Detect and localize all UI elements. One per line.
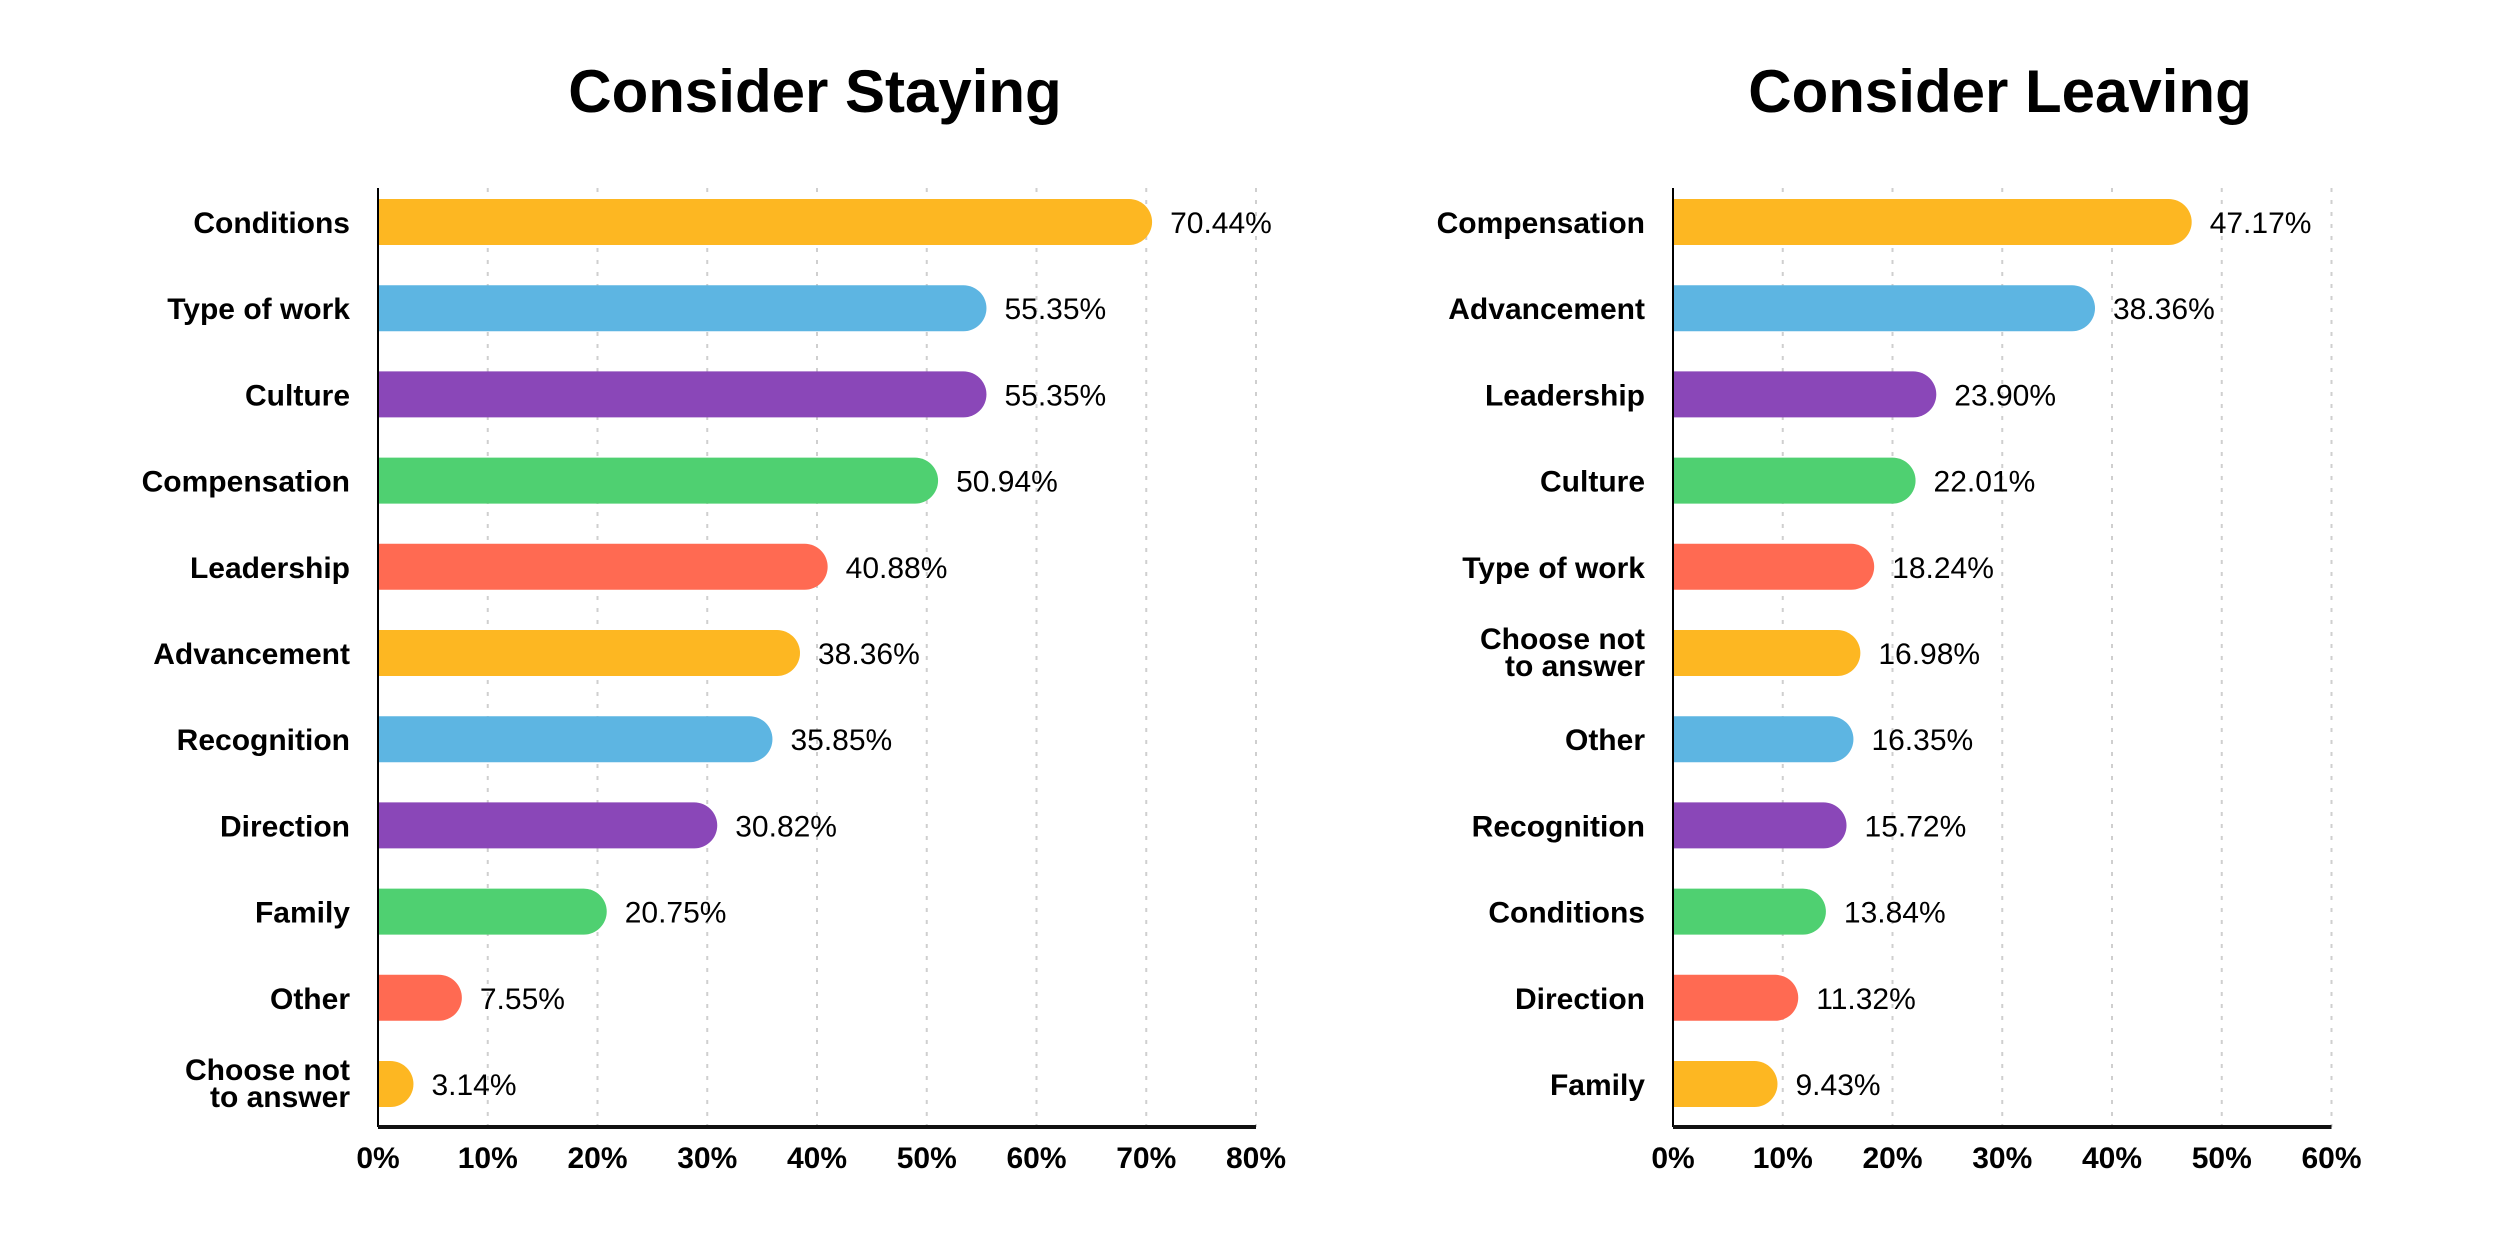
consider-leaving-data-label: 23.90% (1954, 379, 2056, 412)
consider-staying-bar (379, 199, 1153, 245)
consider-leaving-tick-label: 30% (1972, 1142, 2032, 1175)
consider-staying-data-label: 7.55% (480, 983, 565, 1016)
consider-staying-category-label: Family (255, 897, 350, 930)
consider-staying-tick-label: 80% (1226, 1142, 1286, 1175)
consider-leaving-bar (1674, 285, 2096, 332)
consider-leaving-bar (1674, 716, 1854, 763)
consider-leaving-bar (1674, 802, 1847, 849)
consider-leaving-data-label: 18.24% (1892, 552, 1994, 585)
consider-staying-category-label: Other (270, 983, 350, 1016)
consider-leaving-data-label: 47.17% (2210, 207, 2312, 240)
consider-staying-tick-label: 30% (677, 1142, 737, 1175)
consider-leaving-data-label: 11.32% (1816, 983, 1916, 1016)
consider-staying-category-label: Leadership (190, 552, 350, 585)
consider-staying-bar (379, 974, 462, 1021)
consider-staying-category-label: Conditions (193, 207, 350, 240)
consider-leaving-tick-label: 40% (2082, 1142, 2142, 1175)
consider-leaving-category-label: Conditions (1488, 897, 1645, 930)
consider-leaving-tick-label: 20% (1862, 1142, 1922, 1175)
consider-staying-bar (379, 1061, 414, 1107)
consider-leaving-data-label: 38.36% (2113, 293, 2215, 326)
consider-staying-tick-label: 0% (356, 1142, 399, 1175)
consider-leaving-data-label: 16.98% (1878, 638, 1980, 671)
consider-staying-bar (379, 630, 801, 676)
consider-staying-bar (379, 716, 773, 763)
consider-staying-tick-label: 20% (567, 1142, 627, 1175)
consider-staying-data-label: 35.85% (790, 724, 892, 757)
consider-staying-category-label: Type of work (167, 293, 350, 326)
consider-staying-data-label: 38.36% (818, 638, 920, 671)
consider-staying-bar (379, 371, 987, 418)
consider-staying-bar (379, 457, 939, 504)
consider-leaving-category-label: Advancement (1448, 293, 1645, 326)
consider-leaving-tick-label: 60% (2301, 1142, 2361, 1175)
consider-leaving-data-label: 22.01% (1934, 466, 2036, 499)
consider-leaving-bar (1674, 371, 1937, 418)
consider-leaving-bar (1674, 974, 1799, 1021)
consider-staying-bar (379, 802, 718, 849)
consider-staying-tick-label: 70% (1116, 1142, 1176, 1175)
consider-leaving-bar (1674, 457, 1916, 504)
consider-leaving-category-label: Family (1550, 1069, 1645, 1102)
consider-staying-category-label: Culture (245, 379, 350, 412)
consider-leaving-tick-label: 0% (1651, 1142, 1694, 1175)
consider-staying-data-label: 70.44% (1170, 207, 1272, 240)
consider-leaving-tick-label: 50% (2192, 1142, 2252, 1175)
consider-staying-tick-label: 10% (458, 1142, 518, 1175)
consider-staying-tick-label: 50% (897, 1142, 957, 1175)
consider-leaving-category-label: Direction (1515, 983, 1645, 1016)
consider-staying-data-label: 30.82% (735, 810, 837, 843)
consider-leaving-data-label: 16.35% (1871, 724, 1973, 757)
consider-staying-data-label: 3.14% (431, 1069, 516, 1102)
consider-leaving-bar (1674, 199, 2192, 245)
consider-staying-bar (379, 888, 607, 935)
consider-staying-title: Consider Staying (568, 58, 1061, 125)
consider-staying-data-label: 50.94% (956, 466, 1058, 499)
consider-staying-category-label: Advancement (153, 638, 350, 671)
consider-leaving-tick-label: 10% (1753, 1142, 1813, 1175)
consider-leaving-data-label: 15.72% (1865, 810, 1967, 843)
consider-leaving-bar (1674, 1061, 1778, 1107)
consider-staying-tick-label: 60% (1006, 1142, 1066, 1175)
consider-staying-data-label: 55.35% (1004, 379, 1106, 412)
consider-leaving-data-label: 9.43% (1795, 1069, 1880, 1102)
consider-leaving-category-label: Leadership (1485, 379, 1645, 412)
consider-leaving-category-label: Compensation (1437, 207, 1645, 240)
consider-leaving-category-label: Culture (1540, 466, 1645, 499)
consider-leaving-category-label: Recognition (1472, 810, 1645, 843)
consider-staying-category-label: Direction (220, 810, 350, 843)
consider-staying-category-label: Compensation (142, 466, 350, 499)
consider-leaving-bar (1674, 543, 1875, 590)
consider-leaving-category-label: Other (1565, 724, 1645, 757)
consider-leaving-title: Consider Leaving (1748, 58, 2251, 125)
consider-staying-category-label: Recognition (177, 724, 350, 757)
consider-leaving-category-label: Choose not to answer (1480, 623, 1645, 683)
consider-staying-data-label: 55.35% (1004, 293, 1106, 326)
consider-staying-tick-label: 40% (787, 1142, 847, 1175)
consider-staying-data-label: 20.75% (625, 897, 727, 930)
consider-leaving-bar (1674, 630, 1861, 676)
consider-leaving-category-label: Type of work (1462, 552, 1645, 585)
consider-leaving-data-label: 13.84% (1844, 897, 1946, 930)
consider-staying-data-label: 40.88% (846, 552, 948, 585)
consider-staying-category-label: Choose not to answer (185, 1054, 350, 1114)
consider-leaving-bar (1674, 888, 1826, 935)
consider-staying-bar (379, 543, 828, 590)
consider-staying-bar (379, 285, 987, 332)
